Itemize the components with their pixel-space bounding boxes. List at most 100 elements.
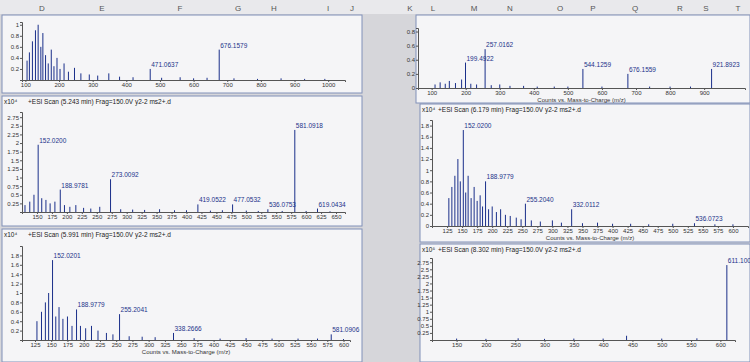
x-tick: 550 bbox=[307, 340, 318, 348]
y-tick-label: 0.6 bbox=[11, 44, 20, 50]
x-tick-label: 150 bbox=[452, 342, 463, 348]
peak bbox=[112, 334, 113, 340]
peak bbox=[257, 79, 258, 80]
peak bbox=[132, 210, 133, 212]
y-tick: 1.5 bbox=[421, 295, 432, 301]
peak bbox=[612, 224, 613, 226]
peak bbox=[343, 339, 344, 340]
y-scale-label: x10⁴ bbox=[4, 231, 17, 238]
y-tick-mark bbox=[20, 274, 22, 275]
x-tick: 100 bbox=[427, 88, 438, 96]
x-tick: 175 bbox=[63, 340, 74, 348]
x-tick: 350 bbox=[152, 212, 163, 220]
x-axis: 1002003004005006007008009001000 bbox=[21, 80, 346, 88]
peak bbox=[711, 69, 712, 88]
peaks bbox=[449, 130, 733, 226]
peak bbox=[193, 78, 194, 80]
y-tick-label: 1.8 bbox=[421, 123, 430, 129]
peak bbox=[694, 223, 695, 226]
y-axis: 0.20.40.60.811.21.41.61.8 bbox=[11, 247, 23, 341]
x-tick-label: 500 bbox=[242, 214, 253, 220]
y-tick-mark bbox=[430, 226, 432, 227]
y-tick-mark bbox=[20, 255, 22, 256]
x-tick: 225 bbox=[77, 212, 88, 220]
x-tick-label: 500 bbox=[274, 342, 285, 348]
peak bbox=[554, 87, 555, 88]
x-tick-label: 800 bbox=[256, 82, 267, 88]
peak bbox=[210, 211, 211, 212]
peak-label: 152.0200 bbox=[39, 137, 66, 144]
y-tick: 1.2 bbox=[11, 281, 22, 287]
peak bbox=[435, 84, 436, 88]
x-tick-label: 425 bbox=[197, 214, 208, 220]
x-tick: 900 bbox=[700, 88, 711, 96]
x-tick-label: 575 bbox=[323, 342, 334, 348]
y-tick-mark bbox=[430, 126, 432, 127]
x-tick: 300 bbox=[495, 88, 506, 96]
x-tick: 400 bbox=[608, 226, 619, 234]
x-tick-label: 325 bbox=[160, 342, 171, 348]
column-letter: F bbox=[178, 4, 183, 13]
peak bbox=[294, 130, 295, 212]
x-tick-label: 200 bbox=[461, 90, 472, 96]
y-tick-mark bbox=[430, 193, 432, 194]
x-tick: 275 bbox=[533, 226, 544, 234]
peak bbox=[510, 216, 511, 226]
peak bbox=[197, 204, 198, 212]
y-tick-mark bbox=[20, 69, 22, 70]
peak bbox=[567, 87, 568, 88]
y-tick-label: 2 bbox=[426, 281, 430, 287]
x-tick-label: 900 bbox=[290, 82, 301, 88]
peak bbox=[45, 55, 46, 80]
y-tick: 2 bbox=[426, 281, 432, 287]
y-tick: 0.4 bbox=[407, 57, 418, 63]
y-tick-label: 0.2 bbox=[11, 328, 20, 334]
x-tick: 500 bbox=[657, 340, 668, 348]
x-tick-label: 400 bbox=[122, 82, 133, 88]
x-tick-label: 300 bbox=[548, 228, 559, 234]
x-tick: 425 bbox=[197, 212, 208, 220]
column-letter: N bbox=[507, 4, 513, 13]
y-scale-label: x10⁴ bbox=[4, 98, 17, 105]
x-axis: 1251501752002252502753003253503754004254… bbox=[433, 226, 749, 234]
y-tick: 0 bbox=[412, 85, 418, 91]
peak bbox=[142, 337, 143, 340]
peak-label: 619.0434 bbox=[319, 201, 346, 208]
peak bbox=[38, 25, 39, 80]
x-tick: 575 bbox=[287, 212, 298, 220]
x-tick-label: 450 bbox=[242, 342, 253, 348]
x-tick-label: 450 bbox=[212, 214, 223, 220]
x-tick: 600 bbox=[716, 340, 727, 348]
x-tick: 200 bbox=[481, 340, 492, 348]
y-tick: 0.5 bbox=[11, 192, 22, 198]
peak bbox=[714, 224, 715, 226]
y-tick: 2 bbox=[16, 140, 22, 146]
x-tick: 650 bbox=[332, 212, 343, 220]
y-tick-label: 1.25 bbox=[7, 166, 19, 172]
peak bbox=[670, 87, 671, 88]
peak bbox=[627, 74, 628, 88]
x-tick-label: 225 bbox=[77, 214, 88, 220]
x-tick-label: 800 bbox=[666, 90, 677, 96]
x-axis-title: Counts vs. Mass-to-Charge (m/z) bbox=[142, 349, 230, 355]
peak bbox=[24, 205, 25, 212]
peak bbox=[306, 211, 307, 212]
y-tick: 1.8 bbox=[11, 253, 22, 259]
peak bbox=[449, 81, 450, 88]
peak bbox=[99, 207, 100, 212]
y-tick-label: 1.4 bbox=[11, 272, 20, 278]
x-tick-label: 475 bbox=[653, 228, 664, 234]
peak bbox=[41, 198, 42, 212]
y-tick-mark bbox=[20, 117, 22, 118]
x-tick: 475 bbox=[258, 340, 269, 348]
y-tick-label: 2.75 bbox=[7, 115, 19, 121]
x-tick: 900 bbox=[290, 80, 301, 88]
x-tick-label: 350 bbox=[177, 342, 188, 348]
column-letter: T bbox=[736, 4, 741, 13]
x-tick: 325 bbox=[563, 226, 574, 234]
x-tick-label: 100 bbox=[427, 90, 438, 96]
peak-label: 581.0918 bbox=[296, 122, 323, 129]
x-tick: 500 bbox=[242, 212, 253, 220]
y-tick: 0.6 bbox=[11, 44, 22, 50]
y-tick: 0.4 bbox=[11, 319, 22, 325]
